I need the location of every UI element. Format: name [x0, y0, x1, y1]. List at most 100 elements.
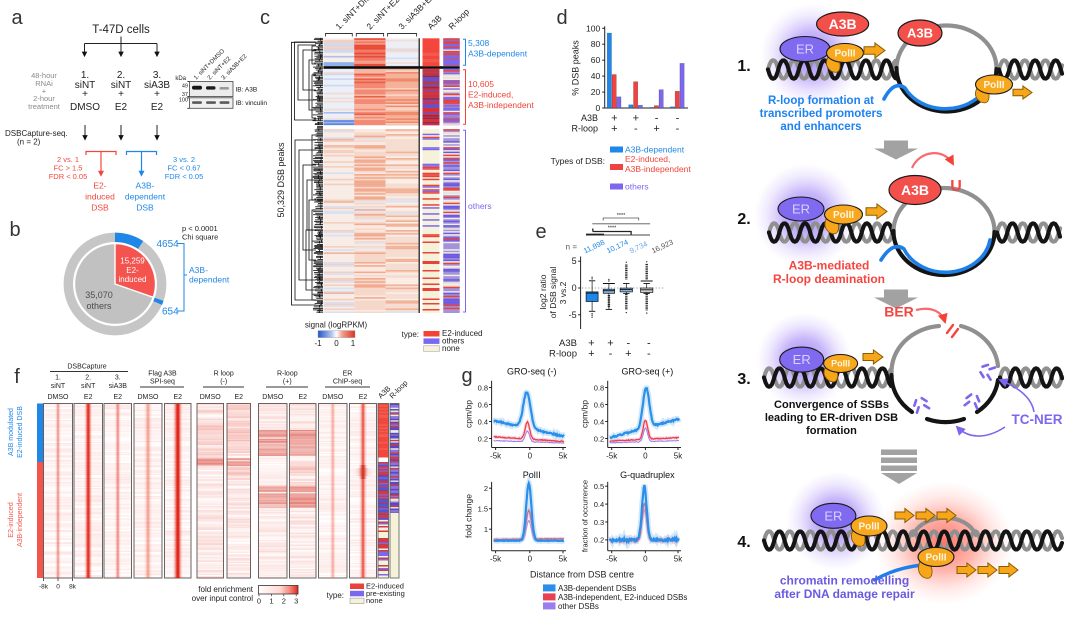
svg-text:E2: E2	[115, 102, 128, 113]
svg-text:100: 100	[179, 98, 188, 104]
svg-text:R-loop: R-loop	[549, 349, 577, 360]
svg-text:1.5: 1.5	[478, 505, 488, 514]
svg-text:0.2: 0.2	[478, 434, 488, 443]
svg-text:0: 0	[528, 452, 533, 461]
svg-text:E2-induced,: E2-induced,	[625, 154, 670, 164]
svg-text:E2-: E2-	[93, 181, 106, 191]
svg-text:T-47D cells: T-47D cells	[92, 24, 150, 36]
svg-text:A3B: A3B	[907, 26, 933, 41]
svg-text:15,259: 15,259	[120, 257, 145, 266]
svg-text:E2: E2	[174, 394, 183, 401]
svg-text:E2-induced DSB: E2-induced DSB	[17, 406, 24, 458]
svg-text:Flag A3B: Flag A3B	[148, 371, 177, 378]
svg-text:0: 0	[643, 555, 648, 564]
svg-text:IB: vinculin: IB: vinculin	[236, 100, 268, 107]
svg-text:none: none	[442, 344, 460, 353]
svg-text:IB: A3B: IB: A3B	[236, 87, 258, 94]
svg-text:A3B-dependent: A3B-dependent	[468, 49, 528, 59]
svg-text:PolII: PolII	[523, 470, 541, 480]
svg-text:-5k: -5k	[490, 452, 502, 461]
svg-text:+: +	[653, 123, 659, 135]
svg-text:Convergence of SSBs: Convergence of SSBs	[774, 399, 889, 411]
svg-text:Chi square: Chi square	[182, 233, 218, 242]
svg-text:PolII: PolII	[925, 553, 946, 564]
svg-text:60: 60	[591, 55, 601, 65]
svg-text:(n = 2): (n = 2)	[17, 138, 41, 147]
svg-text:after DNA damage repair: after DNA damage repair	[774, 587, 915, 601]
svg-text:+: +	[625, 348, 631, 360]
svg-text:chromatin remodelling: chromatin remodelling	[780, 574, 909, 588]
svg-text:E2: E2	[235, 394, 244, 401]
svg-text:log2 ratio: log2 ratio	[538, 274, 548, 309]
svg-text:8k: 8k	[69, 584, 77, 591]
svg-text:ER: ER	[793, 352, 811, 367]
svg-text:n =: n =	[566, 243, 578, 252]
svg-text:others: others	[468, 201, 492, 211]
svg-text:1: 1	[351, 339, 356, 348]
svg-text:DMSO: DMSO	[70, 102, 100, 113]
svg-text:-: -	[647, 348, 651, 360]
svg-text:of DSB signal: of DSB signal	[548, 267, 558, 319]
svg-text:ER: ER	[792, 202, 810, 217]
svg-text:f: f	[14, 366, 20, 388]
svg-text:DMSO: DMSO	[138, 394, 160, 401]
svg-text:100: 100	[586, 23, 600, 33]
svg-text:formation: formation	[806, 425, 857, 437]
svg-text:E2: E2	[359, 394, 368, 401]
svg-text:A3B: A3B	[581, 113, 598, 123]
svg-text:PolII: PolII	[983, 80, 1004, 91]
svg-text:DMSO: DMSO	[48, 394, 70, 401]
svg-text:cpm/bp: cpm/bp	[464, 400, 474, 428]
svg-text:E2: E2	[114, 394, 123, 401]
svg-text:A3B-mediated: A3B-mediated	[789, 259, 870, 273]
svg-text:0.2: 0.2	[594, 536, 604, 545]
svg-text:0.6: 0.6	[594, 400, 604, 409]
svg-text:4.: 4.	[737, 534, 750, 551]
svg-text:-5k: -5k	[606, 452, 618, 461]
svg-text:A3B-independent: A3B-independent	[17, 493, 24, 547]
svg-text:0.8: 0.8	[478, 383, 488, 392]
svg-text:treatment: treatment	[28, 102, 61, 111]
svg-text:3.: 3.	[115, 375, 121, 382]
svg-text:2: 2	[282, 597, 286, 606]
svg-text:fold change: fold change	[464, 494, 474, 538]
svg-text:-5k: -5k	[490, 555, 502, 564]
svg-text:-1: -1	[314, 339, 322, 348]
svg-text:0: 0	[595, 103, 600, 113]
svg-text:E2: E2	[84, 394, 93, 401]
svg-text:siA3B: siA3B	[109, 383, 128, 390]
svg-text:5k: 5k	[674, 555, 683, 564]
svg-text:A3B modulated: A3B modulated	[8, 408, 15, 456]
svg-text:others: others	[625, 182, 649, 192]
svg-text:+: +	[82, 89, 88, 100]
svg-text:2.: 2.	[85, 375, 91, 382]
svg-text:A3B-independent, E2-induced DS: A3B-independent, E2-induced DSBs	[558, 593, 687, 602]
svg-text:0: 0	[334, 339, 339, 348]
svg-text:induced: induced	[118, 275, 146, 284]
svg-text:PolII: PolII	[833, 210, 854, 221]
svg-text:3.: 3.	[737, 371, 750, 388]
svg-text:0.5: 0.5	[594, 482, 604, 491]
svg-text:40: 40	[591, 71, 601, 81]
svg-text:0: 0	[572, 283, 577, 293]
svg-text:siNT: siNT	[51, 383, 66, 390]
svg-text:+: +	[588, 348, 594, 360]
svg-text:1.: 1.	[55, 375, 61, 382]
svg-text:E2: E2	[151, 102, 164, 113]
svg-text:49: 49	[182, 84, 188, 90]
svg-text:35,070: 35,070	[85, 290, 113, 300]
svg-text:other DSBs: other DSBs	[558, 602, 599, 611]
svg-text:Types of DSB:: Types of DSB:	[551, 156, 605, 166]
svg-text:type:: type:	[327, 591, 344, 600]
svg-text:A3B: A3B	[901, 182, 929, 198]
svg-text:-: -	[609, 348, 613, 360]
svg-text:4654: 4654	[157, 239, 180, 250]
svg-text:ER: ER	[796, 42, 814, 57]
svg-text:0: 0	[257, 597, 261, 606]
svg-text:E2-induced,: E2-induced,	[468, 90, 513, 100]
svg-text:A3B-: A3B-	[189, 265, 208, 275]
svg-text:E2-induced: E2-induced	[8, 502, 15, 538]
svg-text:-5k: -5k	[606, 555, 618, 564]
svg-text:dependent: dependent	[189, 275, 230, 285]
svg-text:-: -	[676, 123, 680, 135]
